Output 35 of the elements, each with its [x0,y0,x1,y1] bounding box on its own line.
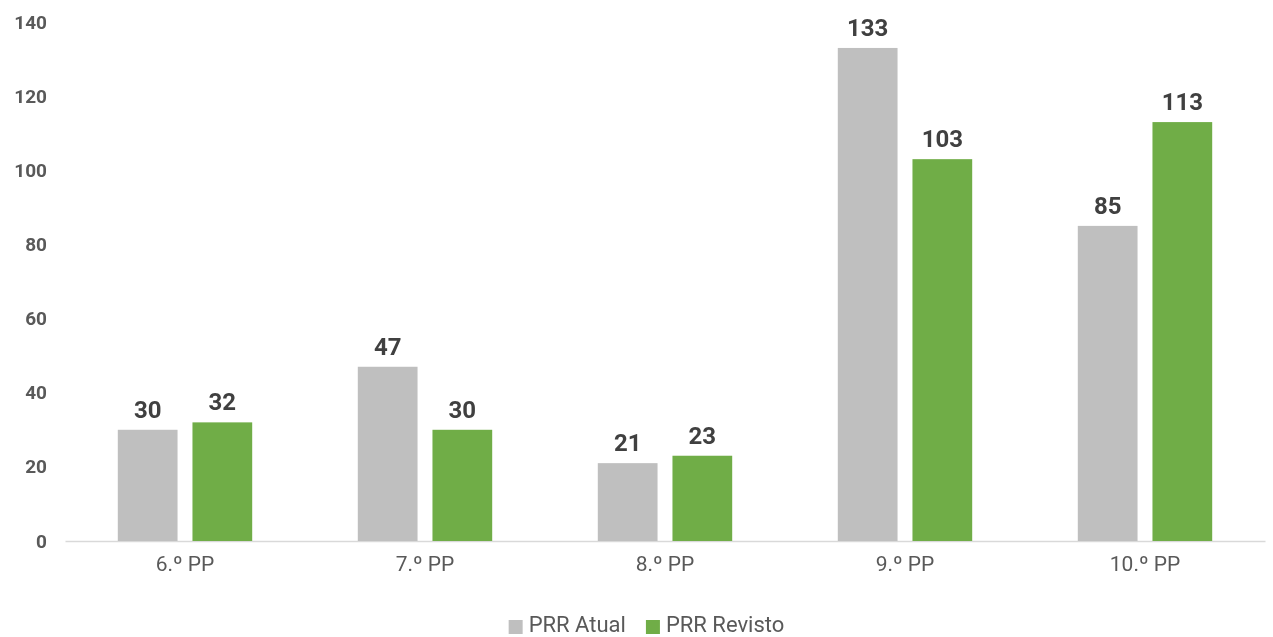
bar [192,422,253,541]
legend-label: PRR Revisto [665,612,785,637]
x-tick-label: 6.º PP [155,552,215,577]
y-tick-label: 40 [25,381,48,405]
data-label: 103 [921,125,963,154]
bar [1152,122,1213,541]
bar [117,429,178,541]
data-label: 85 [1093,191,1122,220]
data-label: 113 [1161,88,1203,117]
x-tick-label: 7.º PP [395,552,455,577]
bar [432,429,493,541]
y-tick-label: 20 [25,455,48,479]
data-label: 30 [133,395,162,424]
y-tick-label: 60 [25,307,48,331]
y-tick-label: 140 [14,10,48,34]
data-label: 32 [208,388,237,417]
x-tick-label: 10.º PP [1109,552,1181,577]
data-label: 30 [448,395,477,424]
bar [837,47,898,541]
y-tick-label: 120 [14,84,48,108]
bar [912,159,973,541]
bar [597,463,658,541]
bar [1077,225,1138,541]
y-tick-label: 80 [25,233,48,257]
bar [672,455,733,541]
data-label: 47 [373,332,402,361]
x-tick-label: 9.º PP [875,552,935,577]
x-tick-label: 8.º PP [635,552,695,577]
y-tick-label: 100 [14,158,48,182]
bar [357,366,418,541]
legend-label: PRR Atual [528,612,626,637]
y-tick-label: 0 [36,529,48,553]
data-label: 133 [847,13,889,42]
data-label: 21 [613,429,642,458]
data-label: 23 [688,421,717,450]
